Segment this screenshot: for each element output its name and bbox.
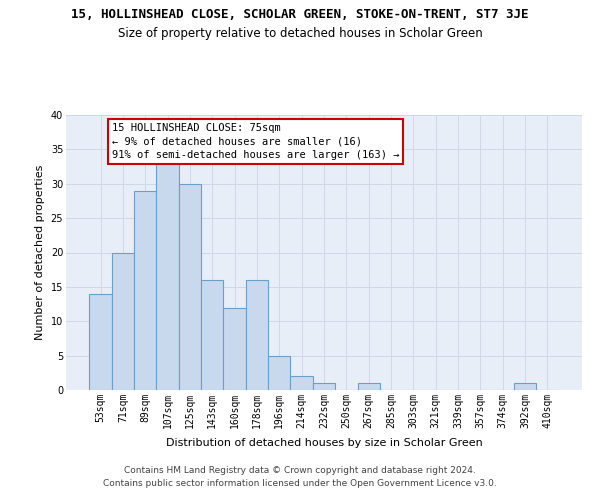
Text: Distribution of detached houses by size in Scholar Green: Distribution of detached houses by size … [166, 438, 482, 448]
Bar [223, 308, 246, 390]
Bar [179, 184, 201, 390]
Bar [89, 294, 112, 390]
Text: Size of property relative to detached houses in Scholar Green: Size of property relative to detached ho… [118, 28, 482, 40]
Bar [514, 383, 536, 390]
Bar [112, 252, 134, 390]
Bar [268, 356, 290, 390]
Bar [157, 163, 179, 390]
Bar [358, 383, 380, 390]
Bar [313, 383, 335, 390]
Bar [290, 376, 313, 390]
Bar [246, 280, 268, 390]
Bar [134, 190, 157, 390]
Bar [201, 280, 223, 390]
Text: Contains HM Land Registry data © Crown copyright and database right 2024.
Contai: Contains HM Land Registry data © Crown c… [103, 466, 497, 487]
Text: 15 HOLLINSHEAD CLOSE: 75sqm
← 9% of detached houses are smaller (16)
91% of semi: 15 HOLLINSHEAD CLOSE: 75sqm ← 9% of deta… [112, 123, 399, 160]
Text: 15, HOLLINSHEAD CLOSE, SCHOLAR GREEN, STOKE-ON-TRENT, ST7 3JE: 15, HOLLINSHEAD CLOSE, SCHOLAR GREEN, ST… [71, 8, 529, 20]
Y-axis label: Number of detached properties: Number of detached properties [35, 165, 45, 340]
